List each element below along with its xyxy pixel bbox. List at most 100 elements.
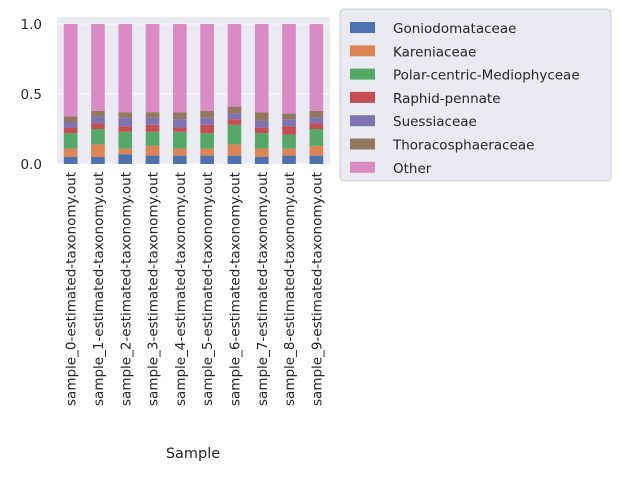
bar-segment xyxy=(145,131,160,146)
bar-segment xyxy=(227,24,242,107)
bar-segment xyxy=(145,124,160,132)
bar-segment xyxy=(227,144,242,156)
bar-segment xyxy=(173,155,187,164)
bar-segment xyxy=(91,110,105,117)
x-tick-label: sample_5-estimated-taxonomy.out xyxy=(200,172,216,406)
bar-segment xyxy=(200,133,214,149)
bar-segment xyxy=(227,113,242,120)
bar-segment xyxy=(91,123,105,129)
bar-segment xyxy=(118,117,133,127)
bar-segment xyxy=(282,24,296,114)
x-tick-label: sample_8-estimated-taxonomy.out xyxy=(282,172,298,406)
bar-segment xyxy=(309,155,324,164)
legend-label: Goniodomataceae xyxy=(393,21,516,37)
bar-segment xyxy=(91,116,105,124)
bar-segment xyxy=(91,24,105,111)
bar-segment xyxy=(254,24,269,113)
bar-segment xyxy=(118,154,133,164)
x-axis-title: Sample xyxy=(166,446,220,462)
bar-segment xyxy=(63,148,78,157)
x-tick-label: sample_2-estimated-taxonomy.out xyxy=(118,172,134,406)
bar-segment xyxy=(173,131,187,149)
legend-swatch xyxy=(350,45,375,57)
y-tick-label: 0.5 xyxy=(21,87,42,103)
x-tick-label: sample_9-estimated-taxonomy.out xyxy=(309,172,325,406)
bar-segment xyxy=(254,133,269,149)
bar-segment xyxy=(200,24,214,111)
bar-segment xyxy=(145,117,160,125)
bar-segment xyxy=(282,134,296,149)
legend-swatch xyxy=(350,138,375,150)
bar-segment xyxy=(145,155,160,164)
legend: Goniodomataceae Kareniaceae Polar-centric-… xyxy=(339,8,612,182)
bar-segment xyxy=(118,24,133,113)
bar-segment xyxy=(254,112,269,121)
legend-label: Raphid-pennate xyxy=(393,91,501,107)
bar-segment xyxy=(309,24,324,111)
legend-swatch xyxy=(350,115,375,127)
bar-segment xyxy=(63,24,78,117)
bar-segment xyxy=(63,116,78,122)
y-axis-ticks: 0.0 0.5 1.0 xyxy=(21,17,42,173)
x-tick-label: sample_1-estimated-taxonomy.out xyxy=(91,172,107,406)
legend-swatch xyxy=(350,161,375,173)
legend-label: Polar-centric-Mediophyceae xyxy=(393,68,580,84)
legend-entries: Goniodomataceae Kareniaceae Polar-centric-… xyxy=(350,21,580,177)
legend-swatch xyxy=(350,91,375,103)
bar-segment xyxy=(254,120,269,128)
x-tick-label: sample_0-estimated-taxonomy.out xyxy=(64,172,80,406)
bar-segment xyxy=(282,119,296,127)
legend-label: Thoracosphaeraceae xyxy=(392,138,534,154)
bar-segment xyxy=(309,129,324,146)
x-tick-label: sample_4-estimated-taxonomy.out xyxy=(173,172,189,406)
bar-segment xyxy=(200,148,214,156)
bar-segment xyxy=(227,106,242,114)
y-tick-label: 1.0 xyxy=(21,17,42,33)
y-tick-label: 0.0 xyxy=(21,157,42,173)
bar-segment xyxy=(309,117,324,124)
bar-segment xyxy=(145,112,160,118)
bar-segment xyxy=(282,148,296,156)
bar-segment xyxy=(118,148,133,155)
bar-segment xyxy=(200,124,214,134)
x-axis-ticks: sample_0-estimated-taxonomy.out sample_1-… xyxy=(64,172,326,406)
bar-segment xyxy=(254,148,269,157)
bar-segment xyxy=(63,157,78,164)
legend-label: Suessiaceae xyxy=(393,114,477,130)
bar-segment xyxy=(118,126,133,132)
bar-segment xyxy=(118,112,133,118)
bar-segment xyxy=(227,155,242,164)
legend-box xyxy=(339,8,612,182)
bar-segment xyxy=(91,144,105,157)
bar-segment xyxy=(309,123,324,129)
x-tick-label: sample_3-estimated-taxonomy.out xyxy=(146,172,162,406)
bar-segment xyxy=(173,148,187,156)
bar-segment xyxy=(227,119,242,125)
x-tick-label: sample_7-estimated-taxonomy.out xyxy=(255,172,271,406)
bar-segment xyxy=(282,155,296,164)
bar-segment xyxy=(63,133,78,149)
bar-segment xyxy=(91,129,105,145)
bar-segment xyxy=(91,157,105,164)
bar-segment xyxy=(173,119,187,128)
bars xyxy=(63,24,324,164)
bar-segment xyxy=(63,122,78,128)
legend-swatch xyxy=(350,22,375,33)
bar-segment xyxy=(200,110,214,118)
bar-segment xyxy=(145,145,160,156)
bar-segment xyxy=(227,124,242,145)
bar-segment xyxy=(173,112,187,120)
bar-segment xyxy=(63,127,78,134)
bar-segment xyxy=(282,126,296,135)
legend-swatch xyxy=(350,68,375,80)
bar-segment xyxy=(309,110,324,118)
bar-segment xyxy=(254,127,269,134)
bar-segment xyxy=(118,131,133,149)
bar-segment xyxy=(282,113,296,120)
bar-segment xyxy=(200,117,214,125)
bar-segment xyxy=(173,127,187,132)
bar-segment xyxy=(173,24,187,113)
legend-label: Kareniaceae xyxy=(393,44,476,60)
bar-segment xyxy=(200,155,214,164)
legend-label: Other xyxy=(393,161,432,177)
